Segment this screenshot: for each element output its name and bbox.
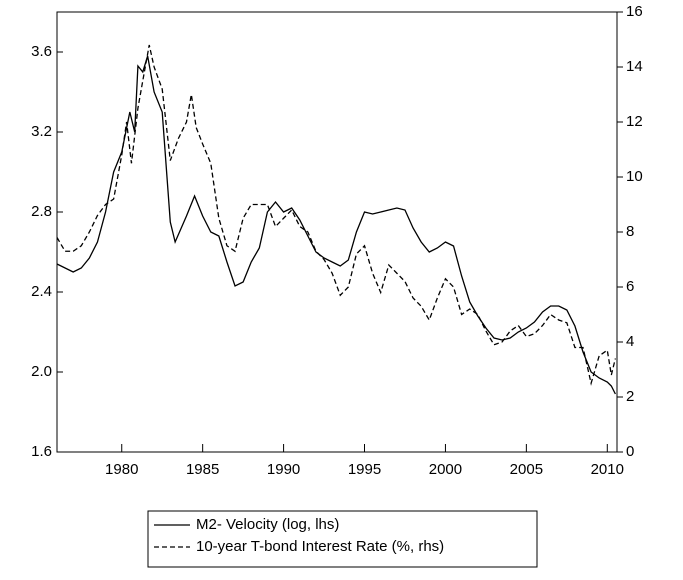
y2-tick-label: 4 <box>626 333 634 350</box>
y2-tick-label: 16 <box>626 3 643 20</box>
y-tick-label: 1.6 <box>31 443 52 460</box>
y-tick-label: 2.8 <box>31 203 52 220</box>
legend-label: 10-year T-bond Interest Rate (%, rhs) <box>196 538 444 555</box>
y2-tick-label: 8 <box>626 223 634 240</box>
x-tick-label: 1995 <box>348 461 381 478</box>
legend-label: M2- Velocity (log, lhs) <box>196 516 339 533</box>
y-tick-label: 3.6 <box>31 43 52 60</box>
y2-tick-label: 6 <box>626 278 634 295</box>
y2-tick-label: 2 <box>626 388 634 405</box>
series-line <box>56 55 616 395</box>
x-tick-label: 1985 <box>186 461 219 478</box>
y-tick-label: 2.4 <box>31 283 52 300</box>
x-tick-label: 2005 <box>510 461 543 478</box>
x-tick-label: 2010 <box>591 461 624 478</box>
x-tick-label: 1990 <box>267 461 300 478</box>
y2-tick-label: 0 <box>626 443 634 460</box>
plot-frame <box>56 11 618 453</box>
x-tick-label: 2000 <box>429 461 462 478</box>
y-tick-label: 2.0 <box>31 363 52 380</box>
series-line <box>56 44 617 386</box>
legend-box <box>147 510 538 568</box>
x-tick-label: 1980 <box>105 461 138 478</box>
y-tick-label: 3.2 <box>31 123 52 140</box>
y2-tick-label: 14 <box>626 58 643 75</box>
y2-tick-label: 12 <box>626 113 643 130</box>
y2-tick-label: 10 <box>626 168 643 185</box>
